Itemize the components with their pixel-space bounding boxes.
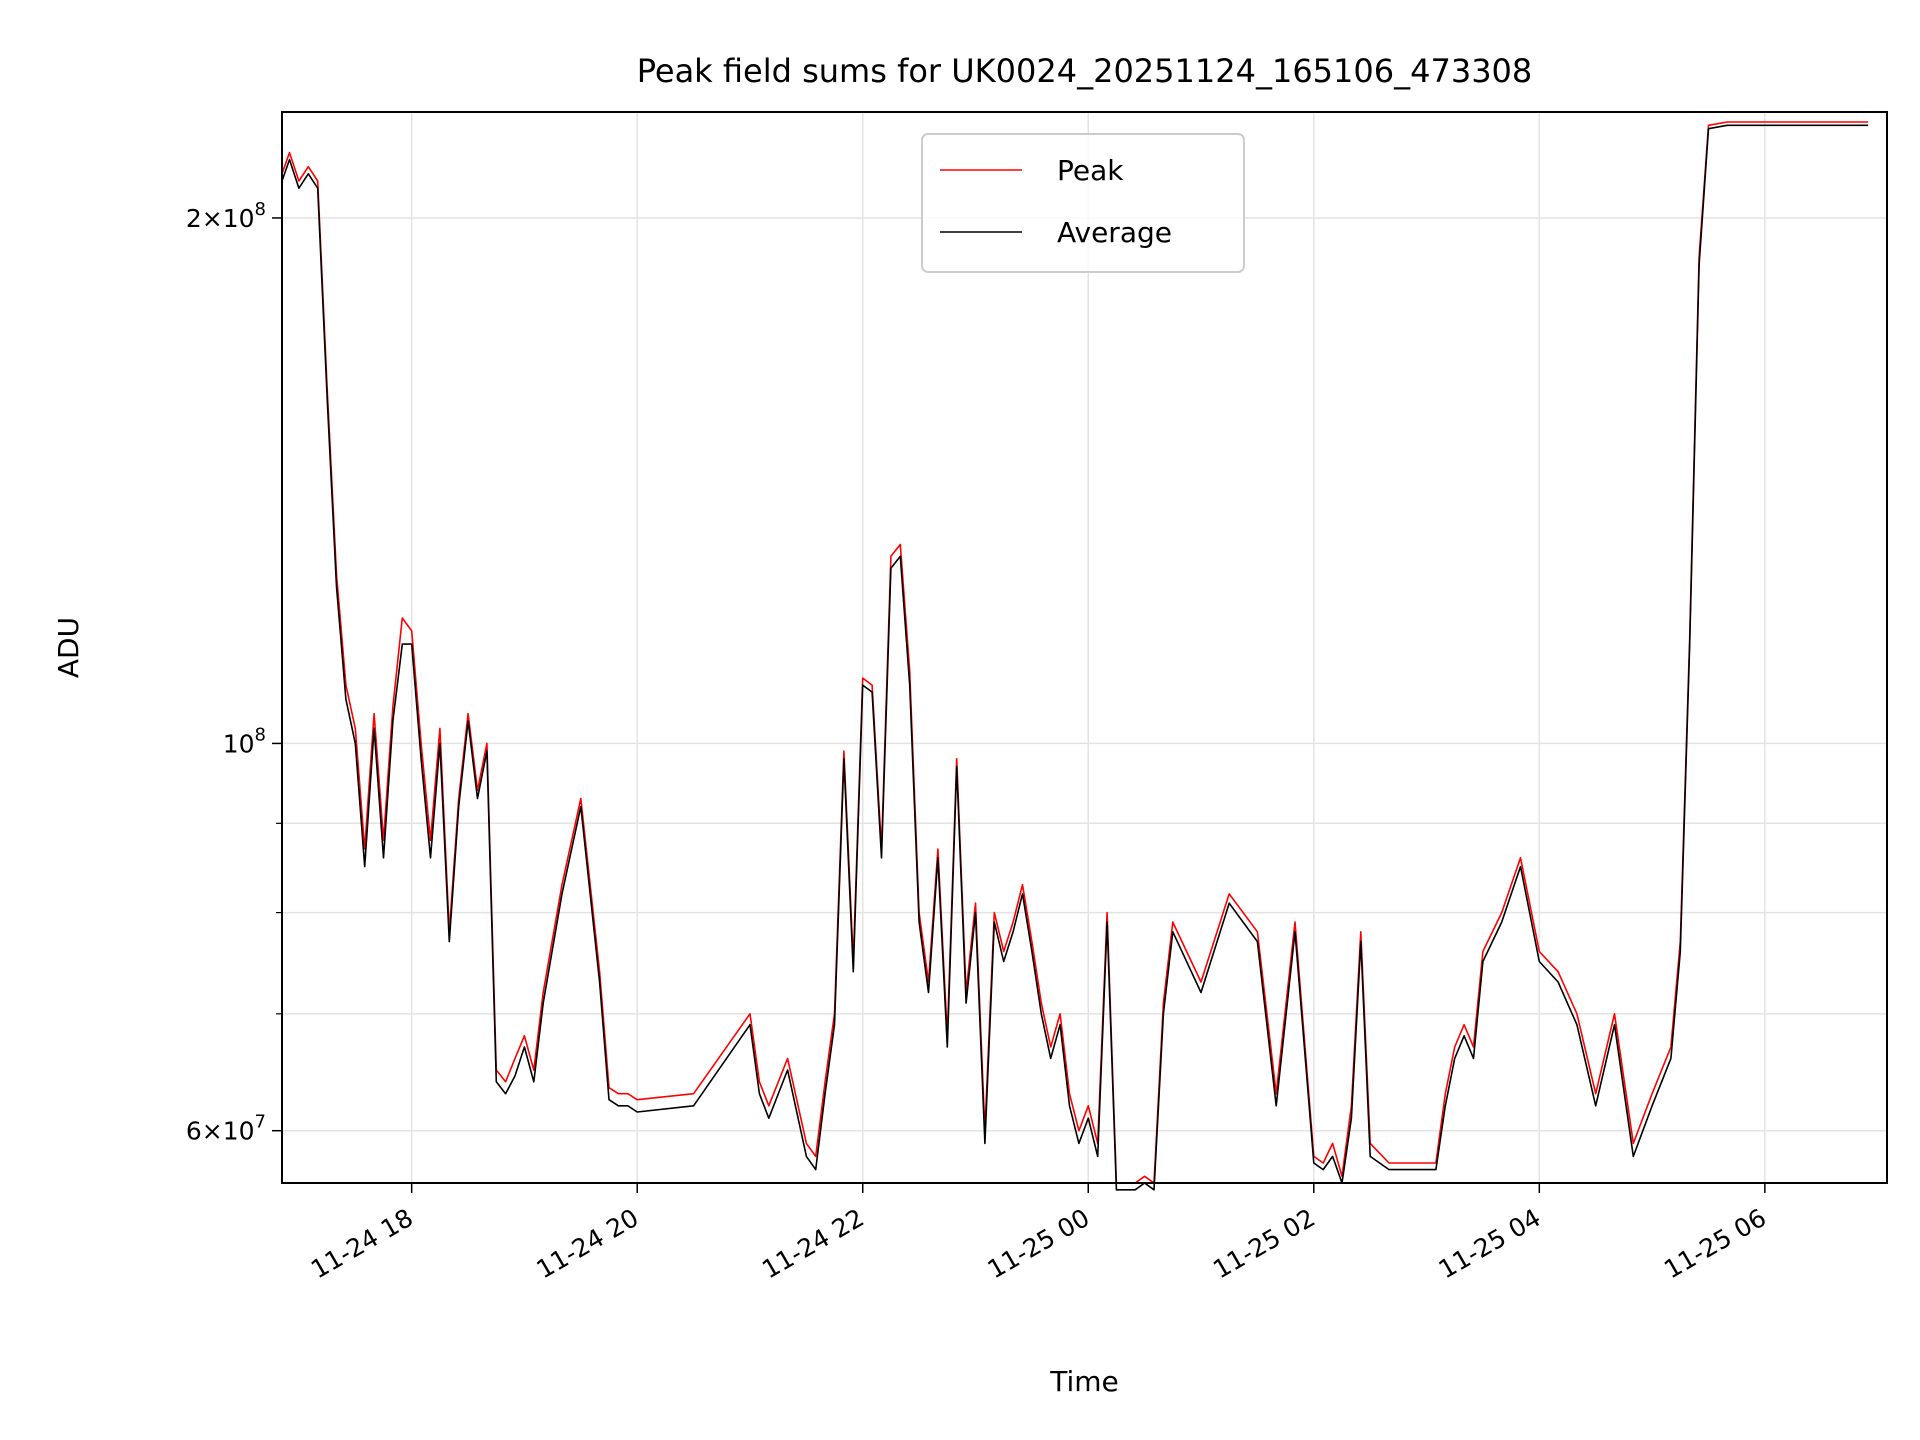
y-tick-label: 6×107 [186,1112,266,1146]
y-tick-label: 108 [223,724,266,758]
plot-area-frame [281,111,1888,1184]
x-axis-label: Time [1049,1365,1119,1398]
y-axis-label: ADU [52,617,85,678]
series-line-peak [281,121,1869,1184]
legend-label-average: Average [1057,216,1172,249]
legend-label-peak: Peak [1057,154,1124,187]
legend-box [921,133,1245,273]
chart-title: Peak field sums for UK0024_20251124_1651… [637,52,1533,90]
series-line-average [281,124,1869,1191]
legend: Peak Average [921,133,1245,273]
series-layer [281,121,1869,1191]
y-tick-label: 2×108 [186,199,266,233]
